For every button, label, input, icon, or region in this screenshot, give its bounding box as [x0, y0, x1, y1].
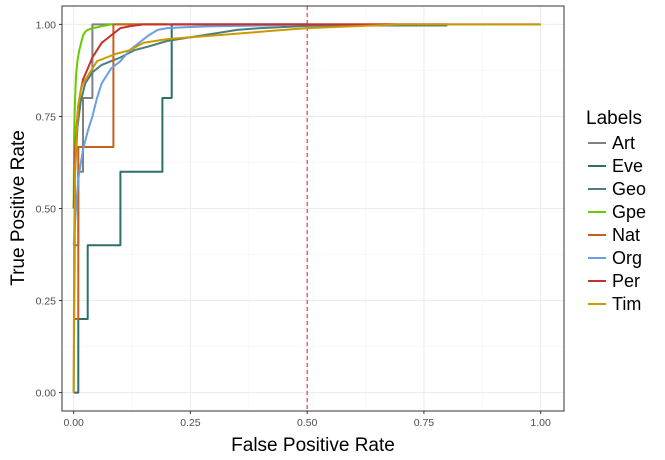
y-tick-label: 1.00: [36, 19, 57, 31]
legend-label-art: Art: [612, 133, 635, 153]
grid-lines: [62, 6, 564, 411]
x-tick-label: 1.00: [530, 417, 551, 429]
x-tick-label: 0.00: [63, 417, 84, 429]
legend-label-gpe: Gpe: [612, 202, 646, 222]
legend-label-org: Org: [612, 248, 642, 268]
y-tick-label: 0.75: [36, 111, 57, 123]
legend-label-tim: Tim: [612, 294, 641, 314]
x-tick-label: 0.75: [414, 417, 435, 429]
x-axis-title: False Positive Rate: [231, 435, 395, 456]
legend-label-eve: Eve: [612, 156, 643, 176]
x-axis-ticks: 0.00 0.25 0.50 0.75 1.00: [63, 411, 551, 429]
y-tick-label: 0.50: [36, 204, 57, 216]
series-line-nat: [73, 23, 168, 320]
legend: Labels Art Eve Geo Gpe Nat Org Per Tim: [586, 108, 646, 314]
y-tick-label: 0.00: [36, 388, 57, 400]
series-layer: [72, 23, 541, 394]
y-axis-title: True Positive Rate: [8, 130, 29, 286]
series-line-eve: [73, 23, 308, 394]
legend-label-nat: Nat: [612, 225, 640, 245]
series-line-geo: [72, 24, 448, 393]
legend-label-per: Per: [612, 271, 640, 291]
x-tick-label: 0.25: [180, 417, 201, 429]
y-axis-ticks: 0.00 0.25 0.50 0.75 1.00: [36, 19, 62, 400]
series-line-org: [72, 23, 308, 246]
legend-title: Labels: [586, 108, 642, 129]
x-tick-label: 0.50: [297, 417, 318, 429]
legend-label-geo: Geo: [612, 179, 646, 199]
y-tick-label: 0.25: [36, 296, 57, 308]
series-line-tim: [72, 23, 541, 393]
